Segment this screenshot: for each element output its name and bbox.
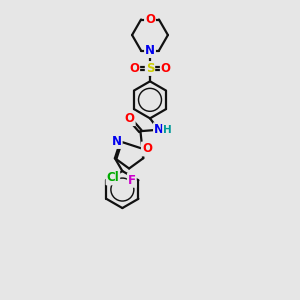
Text: O: O — [125, 112, 135, 125]
Text: O: O — [142, 142, 152, 155]
Text: H: H — [163, 125, 172, 135]
Text: N: N — [154, 123, 164, 136]
Text: S: S — [146, 62, 154, 75]
Text: O: O — [145, 13, 155, 26]
Text: Cl: Cl — [106, 171, 119, 184]
Text: O: O — [161, 62, 171, 75]
Text: N: N — [112, 135, 122, 148]
Text: N: N — [145, 44, 155, 57]
Text: O: O — [129, 62, 139, 75]
Text: F: F — [128, 174, 136, 187]
